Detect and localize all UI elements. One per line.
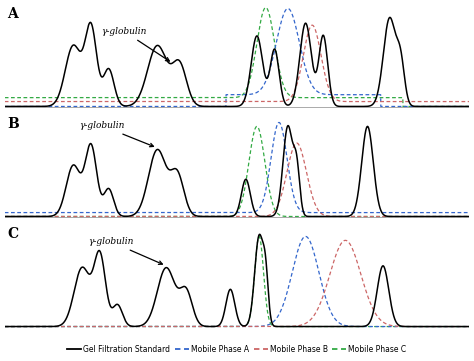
Text: A: A: [7, 7, 18, 21]
Text: γ-globulin: γ-globulin: [101, 27, 169, 61]
Text: B: B: [7, 117, 19, 131]
Text: γ-globulin: γ-globulin: [88, 237, 163, 264]
Text: γ-globulin: γ-globulin: [79, 121, 154, 147]
Text: C: C: [7, 227, 18, 241]
Legend: Gel Filtration Standard, Mobile Phase A, Mobile Phase B, Mobile Phase C: Gel Filtration Standard, Mobile Phase A,…: [64, 342, 410, 357]
